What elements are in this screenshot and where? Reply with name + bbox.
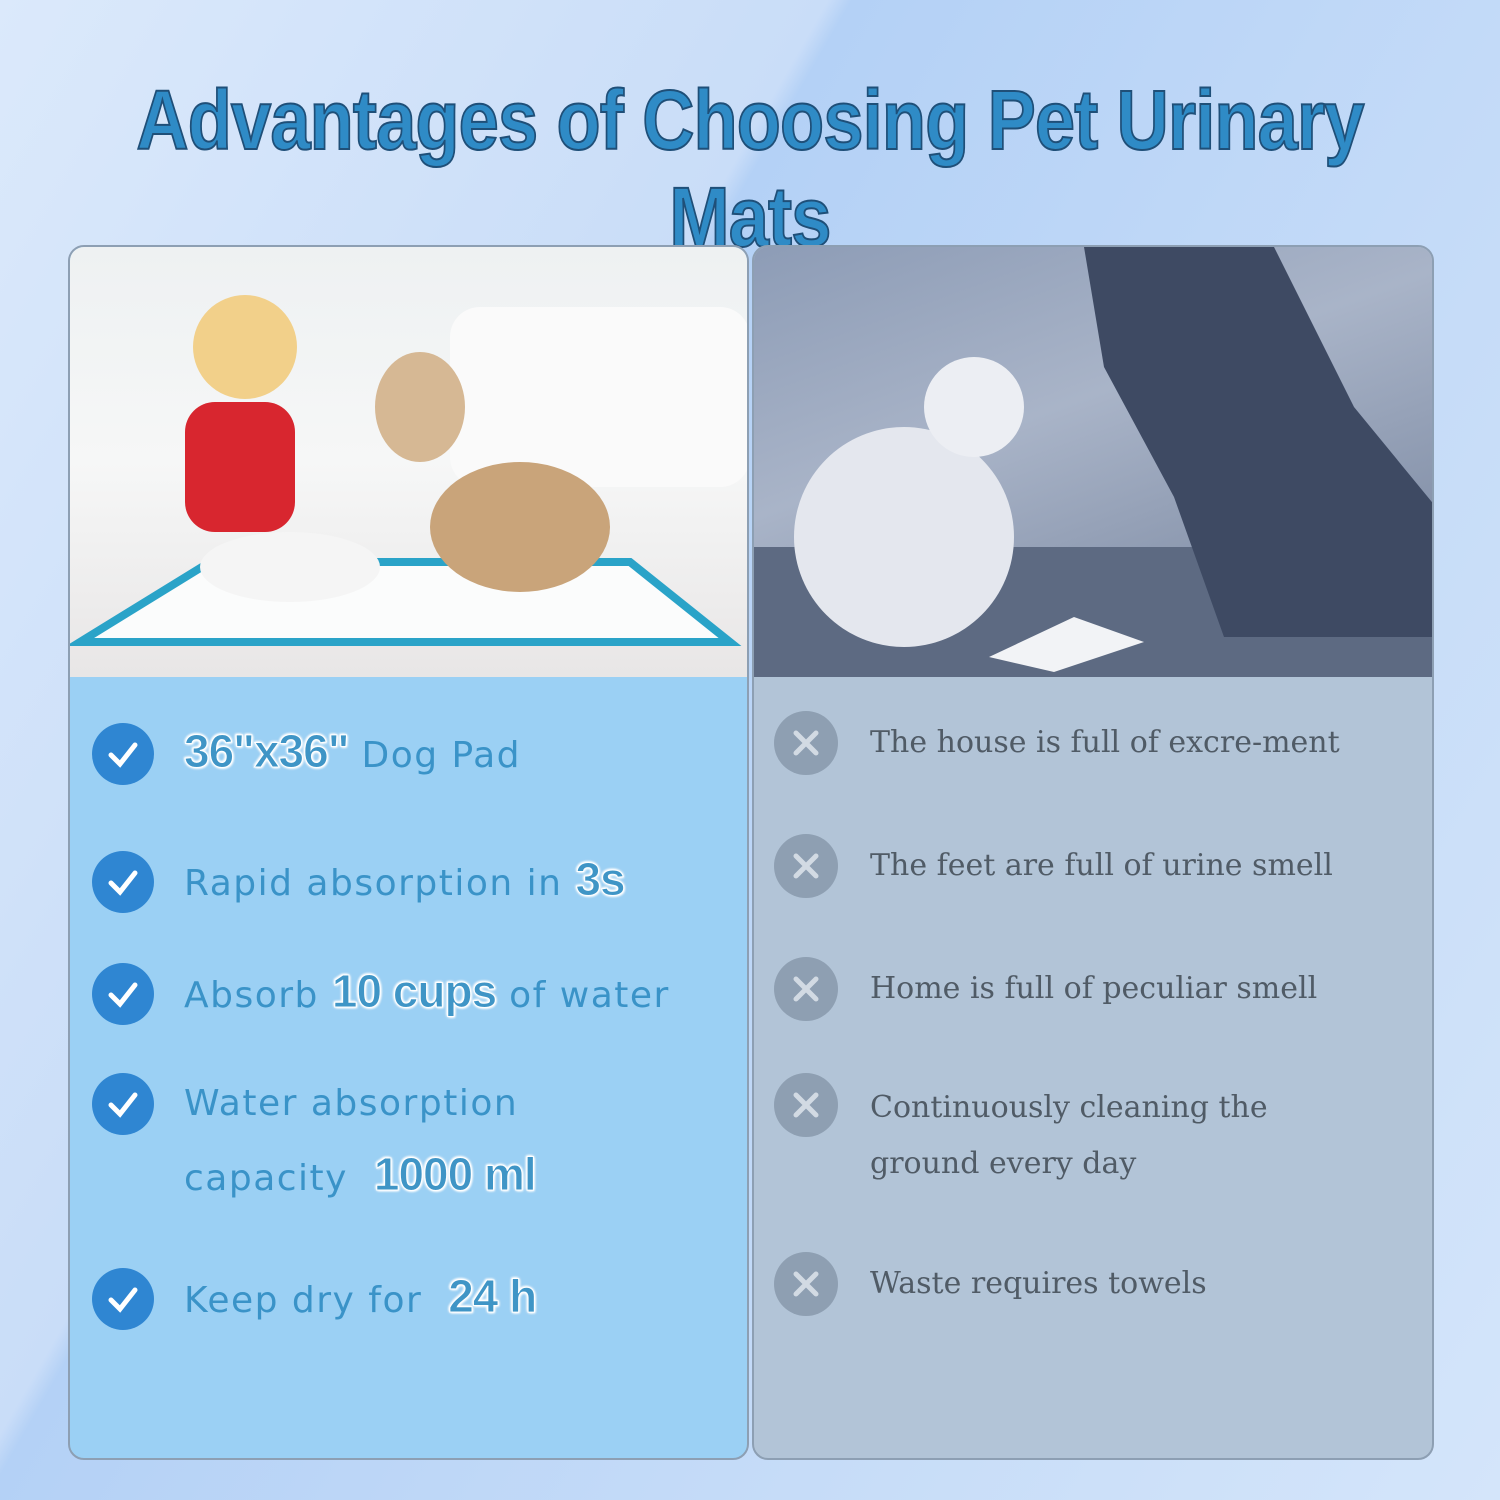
disadvantage-text: Waste requires towels (870, 1266, 1207, 1301)
photo-illustration (754, 247, 1432, 677)
disadvantage-item: Continuously cleaning the ground every da… (774, 1073, 1268, 1192)
disadvantage-item: The house is full of excre-ment (774, 711, 1340, 775)
check-circle-icon (92, 1073, 154, 1135)
check-circle-icon (92, 962, 154, 1025)
page-title: Advantages of Choosing Pet Urinary Mats (136, 72, 1366, 265)
x-circle-icon (774, 711, 838, 775)
advantages-panel: 36"x36" Dog Pad Rapid absorption in 3s A… (68, 245, 749, 1460)
disadvantage-text: The house is full of excre-ment (870, 725, 1340, 760)
disadvantage-text: ground every day (870, 1146, 1137, 1181)
disadvantages-panel: The house is full of excre-ment The feet… (752, 245, 1434, 1460)
highlight-capacity: 1000 ml (373, 1148, 537, 1201)
woman-scolding-dog-photo (754, 247, 1432, 677)
disadvantage-item: Home is full of peculiar smell (774, 957, 1317, 1021)
photo-illustration (70, 295, 747, 646)
disadvantage-text: Continuously cleaning the (870, 1090, 1268, 1125)
advantage-text: Rapid absorption in (184, 863, 576, 904)
advantage-item: Rapid absorption in 3s (92, 844, 626, 919)
highlight-duration: 24 h (448, 1270, 538, 1323)
disadvantage-text: Home is full of peculiar smell (870, 971, 1318, 1006)
disadvantage-item: Waste requires towels (774, 1252, 1207, 1316)
advantage-item: Water absorption capacity 1000 ml (92, 1073, 537, 1214)
advantage-text: Water absorption (184, 1083, 519, 1124)
x-circle-icon (774, 1073, 838, 1137)
advantage-text: capacity (184, 1158, 374, 1199)
x-circle-icon (774, 1252, 838, 1316)
advantage-item: 36"x36" Dog Pad (92, 716, 521, 791)
highlight-time: 3s (575, 853, 626, 906)
advantage-text: Keep dry for (184, 1280, 449, 1321)
x-circle-icon (774, 957, 838, 1021)
advantage-text: Dog Pad (348, 735, 522, 776)
highlight-size: 36"x36" (184, 725, 351, 778)
child-with-dog-on-pad-photo (70, 247, 747, 677)
advantage-item: Absorb 10 cups of water (92, 956, 670, 1031)
advantage-item: Keep dry for 24 h (92, 1261, 538, 1336)
check-circle-icon (92, 1267, 154, 1330)
check-circle-icon (92, 722, 154, 785)
check-circle-icon (92, 850, 154, 913)
disadvantage-item: The feet are full of urine smell (774, 834, 1333, 898)
disadvantage-text: The feet are full of urine smell (870, 848, 1333, 883)
highlight-cups: 10 cups (331, 965, 497, 1018)
x-circle-icon (774, 834, 838, 898)
advantage-text: of water (496, 975, 670, 1016)
advantage-text: Absorb (184, 975, 332, 1016)
